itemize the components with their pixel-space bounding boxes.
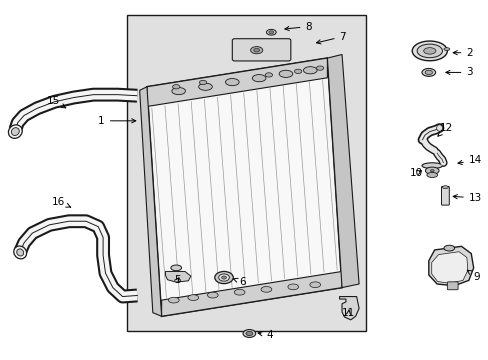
Ellipse shape bbox=[250, 46, 262, 54]
Ellipse shape bbox=[8, 125, 22, 138]
Text: 11: 11 bbox=[341, 309, 355, 318]
Ellipse shape bbox=[423, 48, 435, 54]
FancyBboxPatch shape bbox=[232, 39, 290, 61]
Text: 5: 5 bbox=[173, 275, 180, 285]
Ellipse shape bbox=[303, 67, 317, 74]
Ellipse shape bbox=[214, 271, 233, 284]
Text: 15: 15 bbox=[47, 96, 65, 108]
FancyBboxPatch shape bbox=[127, 15, 366, 330]
Text: 2: 2 bbox=[452, 48, 472, 58]
Ellipse shape bbox=[234, 289, 244, 295]
Ellipse shape bbox=[436, 125, 442, 131]
Polygon shape bbox=[147, 58, 341, 316]
Text: 3: 3 bbox=[445, 67, 472, 77]
Ellipse shape bbox=[253, 48, 259, 52]
Ellipse shape bbox=[443, 245, 454, 251]
Ellipse shape bbox=[309, 282, 320, 288]
Text: 13: 13 bbox=[452, 193, 481, 203]
Ellipse shape bbox=[316, 66, 323, 70]
Ellipse shape bbox=[14, 246, 26, 259]
Polygon shape bbox=[147, 58, 327, 107]
Text: 9: 9 bbox=[467, 270, 479, 282]
Polygon shape bbox=[152, 80, 336, 298]
Text: 14: 14 bbox=[457, 155, 481, 165]
Ellipse shape bbox=[17, 249, 23, 256]
Ellipse shape bbox=[225, 78, 239, 86]
Ellipse shape bbox=[187, 295, 198, 301]
Text: 4: 4 bbox=[258, 330, 272, 340]
Polygon shape bbox=[327, 54, 358, 288]
Ellipse shape bbox=[168, 297, 179, 303]
Ellipse shape bbox=[411, 41, 447, 61]
Ellipse shape bbox=[252, 75, 265, 82]
Polygon shape bbox=[165, 271, 190, 282]
Polygon shape bbox=[161, 271, 341, 316]
Ellipse shape bbox=[266, 30, 276, 35]
Polygon shape bbox=[428, 246, 473, 286]
Ellipse shape bbox=[416, 44, 442, 58]
Ellipse shape bbox=[198, 83, 212, 90]
Ellipse shape bbox=[287, 284, 298, 290]
Ellipse shape bbox=[172, 85, 180, 89]
Ellipse shape bbox=[221, 276, 226, 279]
Ellipse shape bbox=[264, 73, 272, 77]
Ellipse shape bbox=[429, 170, 433, 172]
Ellipse shape bbox=[426, 172, 437, 177]
Ellipse shape bbox=[245, 331, 252, 336]
Ellipse shape bbox=[279, 70, 292, 77]
Ellipse shape bbox=[243, 329, 255, 337]
Ellipse shape bbox=[442, 186, 447, 189]
Ellipse shape bbox=[171, 87, 185, 95]
FancyBboxPatch shape bbox=[447, 282, 457, 290]
Text: 12: 12 bbox=[437, 123, 452, 136]
Ellipse shape bbox=[421, 163, 442, 168]
Ellipse shape bbox=[425, 167, 438, 174]
Ellipse shape bbox=[443, 48, 449, 50]
Polygon shape bbox=[431, 252, 467, 283]
Ellipse shape bbox=[207, 292, 218, 298]
Ellipse shape bbox=[424, 70, 431, 75]
Text: 16: 16 bbox=[52, 197, 70, 207]
Text: 8: 8 bbox=[285, 22, 311, 32]
FancyBboxPatch shape bbox=[441, 186, 448, 205]
Polygon shape bbox=[339, 297, 358, 320]
Ellipse shape bbox=[199, 80, 206, 85]
Text: 10: 10 bbox=[409, 168, 423, 178]
Ellipse shape bbox=[170, 265, 181, 271]
Polygon shape bbox=[140, 87, 161, 316]
Ellipse shape bbox=[294, 69, 301, 73]
Text: 1: 1 bbox=[98, 116, 136, 126]
Ellipse shape bbox=[268, 31, 273, 34]
Text: 7: 7 bbox=[316, 32, 346, 44]
Ellipse shape bbox=[261, 287, 271, 292]
Text: 6: 6 bbox=[233, 277, 246, 287]
Ellipse shape bbox=[11, 128, 19, 135]
Ellipse shape bbox=[421, 68, 435, 76]
Ellipse shape bbox=[218, 274, 229, 281]
